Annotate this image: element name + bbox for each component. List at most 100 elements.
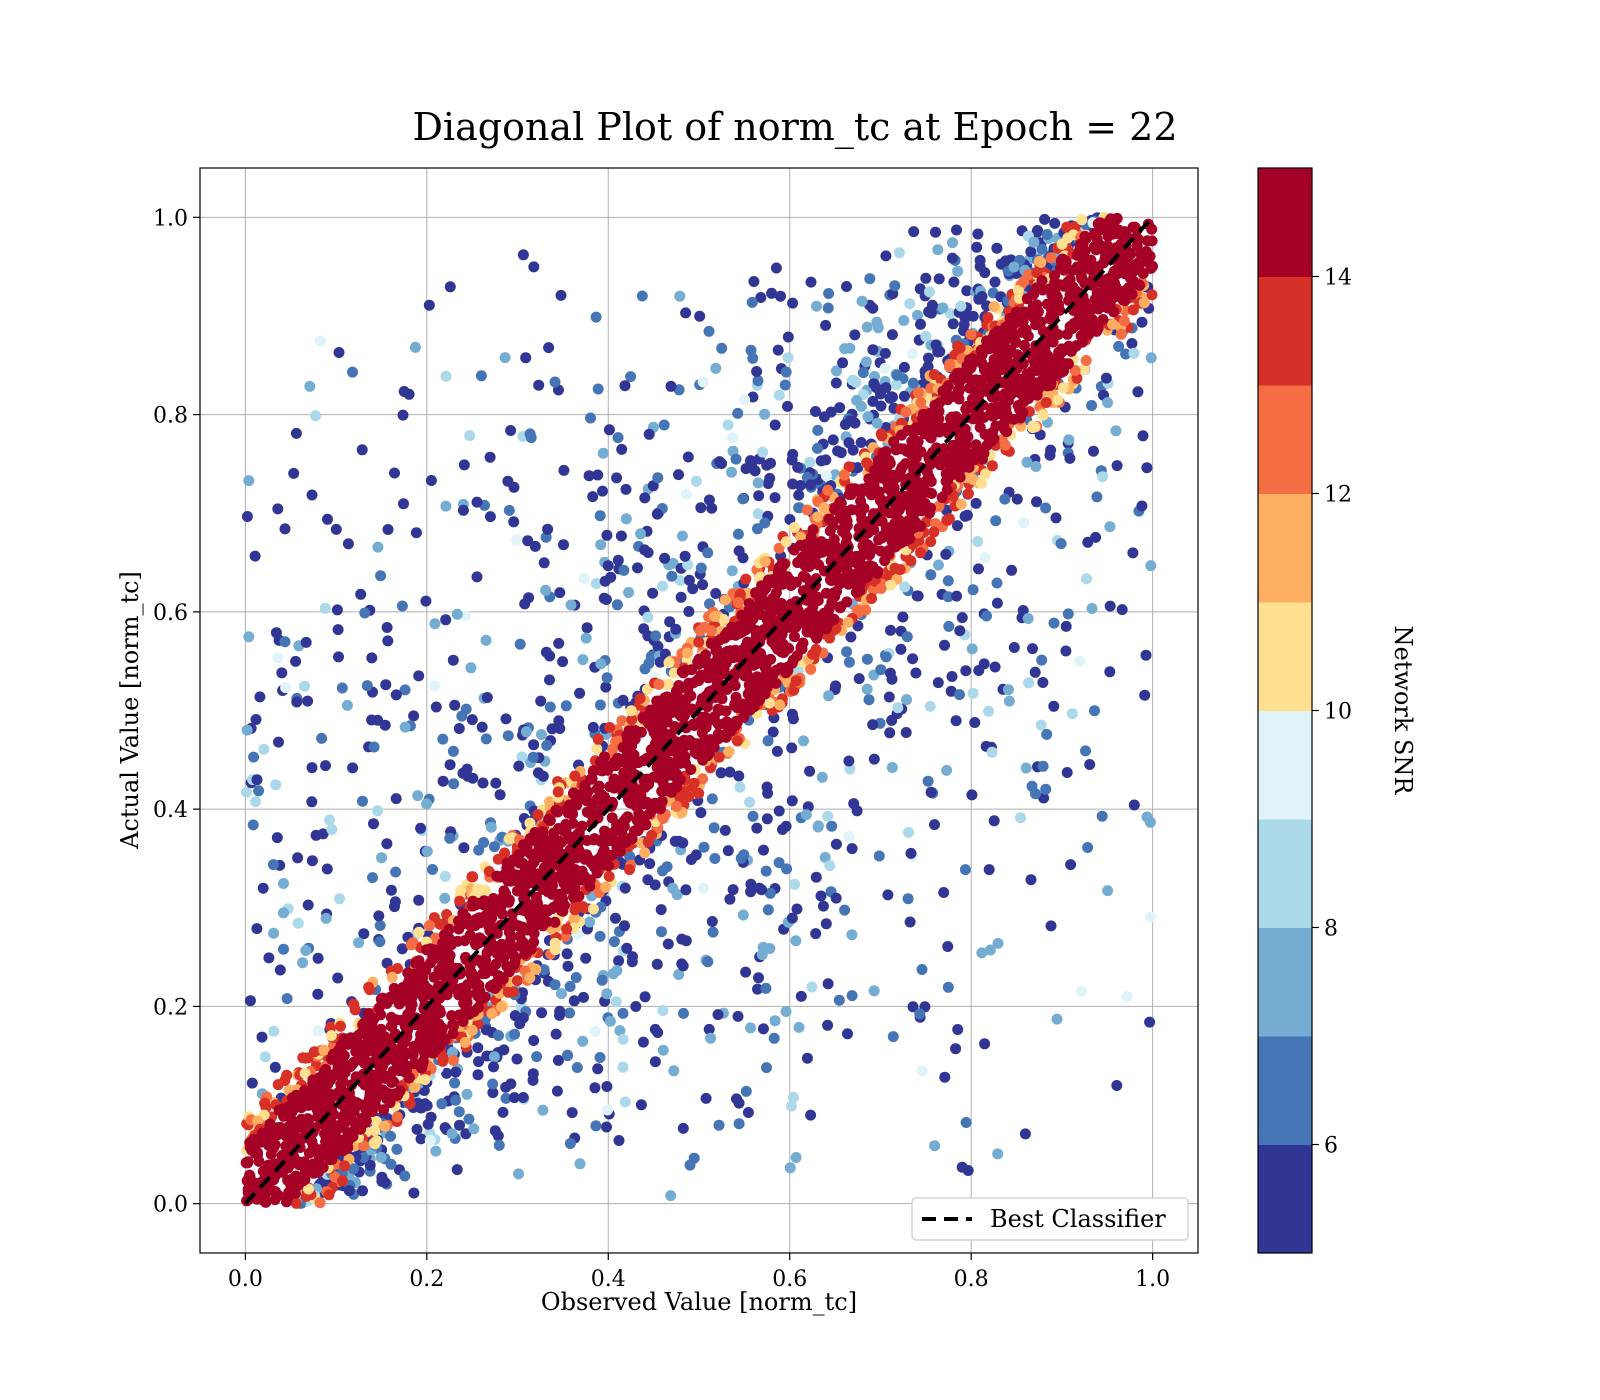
scatter-point (948, 276, 960, 288)
scatter-point (954, 471, 966, 483)
scatter-point (296, 1113, 307, 1125)
scatter-point (791, 903, 803, 915)
scatter-point (600, 594, 612, 605)
x-tick-label: 0.0 (228, 1267, 263, 1292)
scatter-point (290, 1197, 302, 1209)
scatter-point (466, 871, 478, 883)
scatter-point (1028, 236, 1040, 248)
scatter-point (474, 985, 486, 997)
scatter-point (422, 1118, 434, 1130)
scatter-point (1116, 604, 1128, 616)
scatter-point (505, 425, 517, 436)
scatter-point (1000, 255, 1012, 267)
x-tick-label: 1.0 (1135, 1267, 1170, 1292)
scatter-point (610, 996, 622, 1008)
scatter-point (753, 490, 765, 502)
scatter-point (1141, 811, 1153, 823)
scatter-point (273, 736, 284, 748)
scatter-point (543, 813, 555, 825)
x-tick-label: 0.2 (409, 1267, 444, 1292)
scatter-point (620, 513, 632, 525)
scatter-point (805, 276, 817, 288)
scatter-point (900, 727, 912, 738)
scatter-point (337, 1111, 348, 1123)
scatter-point (590, 809, 601, 821)
scatter-point (431, 1029, 443, 1041)
scatter-point (527, 858, 539, 870)
scatter-point (623, 794, 634, 806)
scatter-point (404, 1098, 416, 1110)
scatter-point (440, 500, 452, 512)
scatter-point (549, 979, 561, 991)
scatter-point (727, 884, 739, 896)
scatter-point (330, 523, 342, 535)
scatter-point (594, 756, 606, 768)
scatter-point (1110, 425, 1122, 437)
scatter-point (823, 690, 835, 702)
scatter-point (390, 866, 402, 878)
scatter-point (674, 575, 686, 586)
scatter-point (843, 461, 855, 473)
scatter-point (828, 534, 840, 545)
scatter-point (587, 903, 599, 915)
scatter-point (761, 459, 773, 471)
scatter-point (440, 614, 452, 626)
scatter-point (369, 1138, 381, 1150)
scatter-point (643, 428, 655, 440)
scatter-point (337, 1074, 348, 1086)
scatter-point (991, 403, 1003, 415)
scatter-point (784, 1162, 796, 1174)
scatter-point (413, 955, 425, 967)
scatter-point (715, 767, 727, 779)
scatter-point (912, 309, 923, 321)
scatter-point (665, 1190, 677, 1202)
scatter-point (695, 807, 707, 819)
scatter-point (1136, 316, 1148, 328)
scatter-point (500, 1092, 512, 1104)
scatter-point (342, 1038, 354, 1050)
scatter-point (820, 319, 832, 331)
scatter-point (265, 1148, 277, 1160)
scatter-point (844, 570, 856, 582)
scatter-point (302, 899, 314, 911)
scatter-point (450, 1066, 462, 1078)
scatter-point (637, 1036, 649, 1048)
scatter-point (677, 1122, 689, 1134)
scatter-point (616, 443, 628, 455)
scatter-point (1041, 728, 1053, 740)
scatter-point (456, 710, 468, 722)
scatter-point (822, 810, 834, 822)
scatter-point (386, 1034, 398, 1046)
scatter-point (622, 811, 634, 823)
scatter-point (355, 1043, 367, 1055)
scatter-point (408, 1187, 420, 1199)
scatter-point (916, 964, 928, 975)
scatter-point (860, 356, 872, 368)
scatter-point (1066, 708, 1078, 720)
scatter-point (855, 437, 867, 448)
scatter-point (761, 813, 773, 825)
scatter-point (465, 662, 477, 674)
scatter-point (751, 822, 763, 834)
scatter-point (359, 607, 371, 619)
scatter-point (822, 484, 834, 496)
scatter-point (1076, 214, 1088, 226)
scatter-point (249, 550, 261, 562)
scatter-point (243, 475, 255, 487)
scatter-point (709, 853, 721, 864)
scatter-point (592, 383, 604, 395)
scatter-point (830, 892, 842, 904)
scatter-point (857, 367, 869, 379)
scatter-point (544, 674, 555, 686)
scatter-point (697, 773, 709, 785)
scatter-point (601, 529, 613, 541)
scatter-point (487, 1078, 499, 1090)
scatter-point (347, 1163, 359, 1175)
scatter-point (662, 938, 674, 950)
scatter-point (248, 751, 260, 763)
scatter-point (730, 453, 742, 465)
scatter-point (306, 489, 318, 501)
scatter-point (883, 691, 895, 703)
scatter-point (971, 241, 983, 253)
scatter-point (251, 774, 263, 786)
